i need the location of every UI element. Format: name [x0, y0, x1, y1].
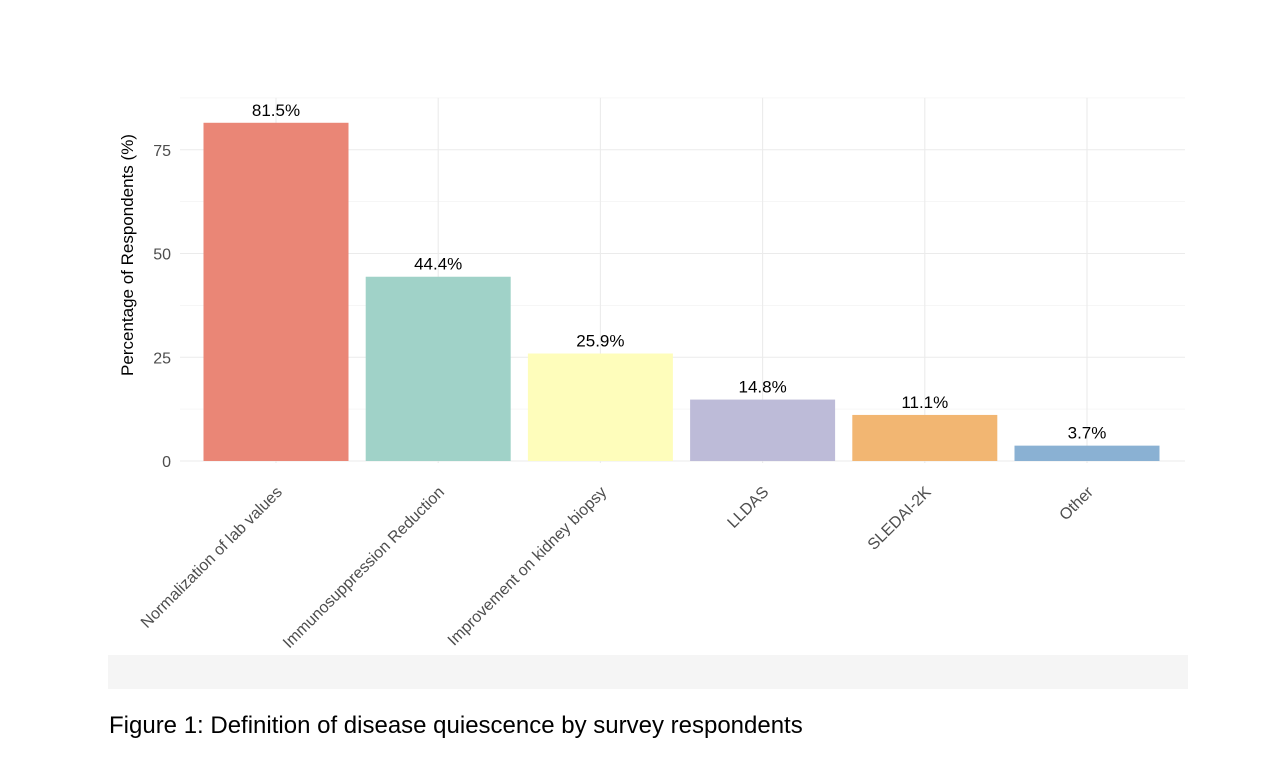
data-label: 3.7%	[1068, 424, 1107, 443]
bar	[1014, 445, 1160, 461]
bar	[852, 414, 998, 461]
bar	[203, 122, 349, 462]
x-tick-label: Improvement on kidney biopsy	[445, 484, 610, 649]
plot-bottom-shade	[108, 655, 1188, 689]
bar	[690, 399, 836, 461]
y-axis-ticks: 0 25 50 75	[153, 143, 171, 471]
figure-caption: Figure 1: Definition of disease quiescen…	[109, 712, 803, 739]
bars	[203, 122, 1160, 462]
data-label: 14.8%	[738, 378, 786, 397]
bar	[527, 353, 673, 461]
bar	[365, 276, 511, 461]
y-tick-label: 50	[153, 247, 171, 264]
y-tick-label: 75	[153, 143, 171, 160]
data-labels: 81.5% 44.4% 25.9% 14.8% 11.1% 3.7%	[252, 101, 1106, 443]
x-tick-label: SLEDAI-2K	[865, 484, 935, 554]
data-label: 11.1%	[901, 393, 948, 412]
data-label: 25.9%	[576, 332, 624, 351]
x-tick-label: LLDAS	[725, 484, 773, 532]
y-axis-label: Percentage of Respondents (%)	[118, 134, 137, 376]
data-label: 81.5%	[252, 101, 300, 120]
y-tick-label: 25	[153, 350, 171, 367]
y-tick-label: 0	[162, 454, 171, 471]
x-tick-label: Immunosuppression Reduction	[280, 484, 448, 652]
chart-area: 81.5% 44.4% 25.9% 14.8% 11.1% 3.7% 0 25 50 75 No…	[108, 97, 1188, 689]
bar-chart: 81.5% 44.4% 25.9% 14.8% 11.1% 3.7% 0 25 50 75 No…	[108, 97, 1188, 689]
x-tick-label: Other	[1057, 483, 1098, 524]
x-tick-label: Normalization of lab values	[138, 484, 286, 632]
data-label: 44.4%	[414, 255, 462, 274]
x-axis-ticks: Normalization of lab valuesImmunosuppres…	[138, 483, 1097, 651]
